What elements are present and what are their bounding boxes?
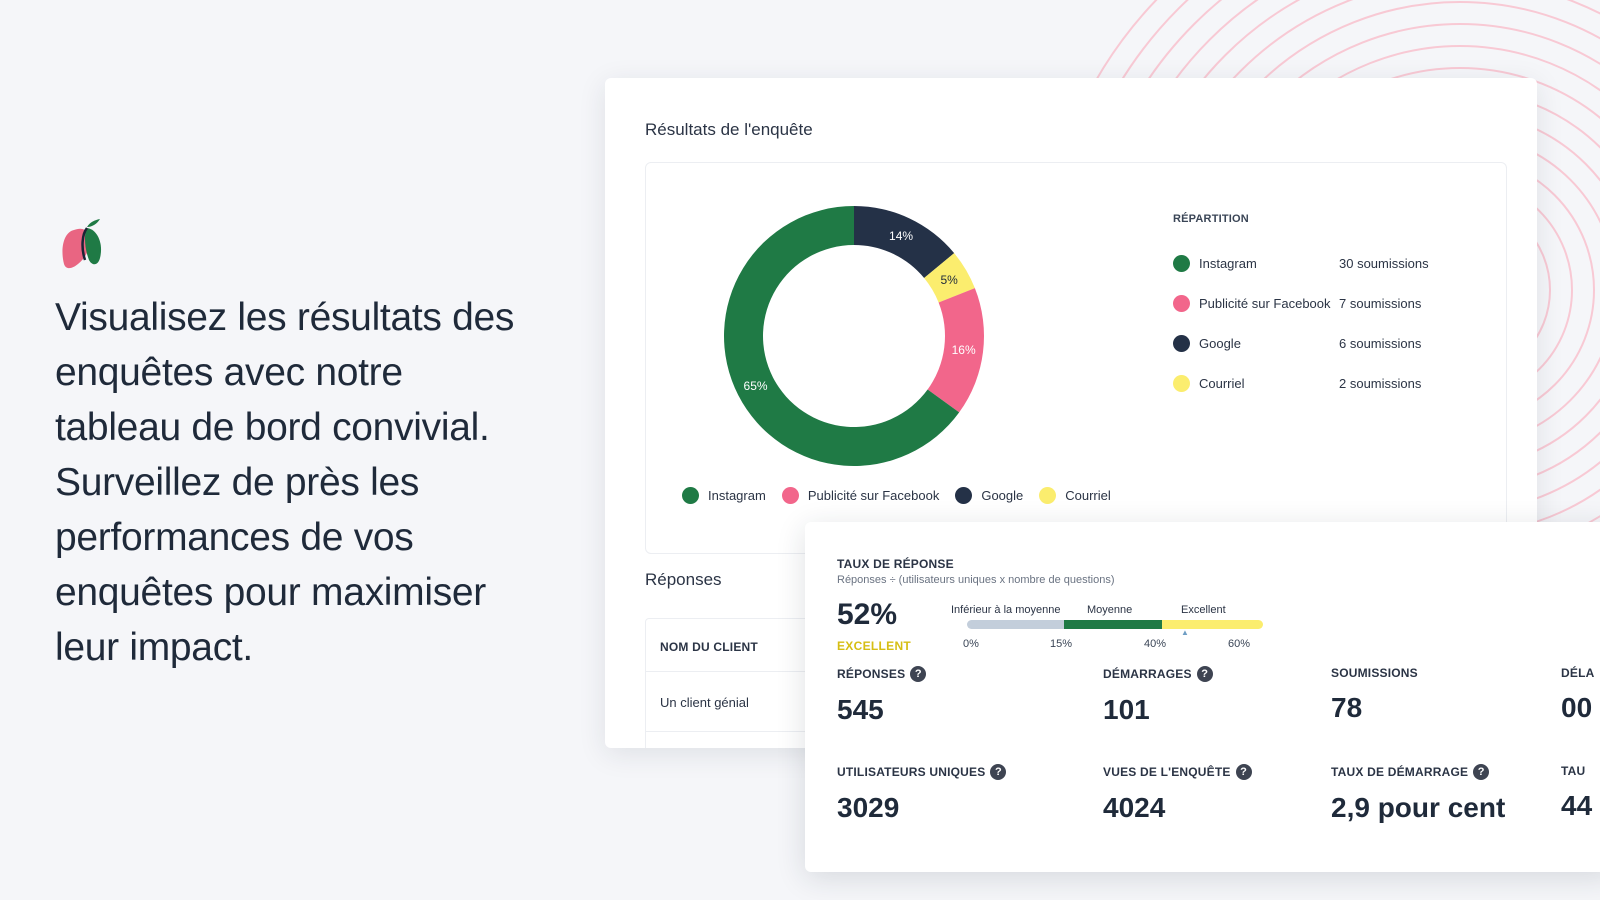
legend-label: Google [981, 488, 1024, 503]
scale-label-below: Inférieur à la moyenne [951, 604, 1061, 616]
legend-item-facebook[interactable]: Publicité sur Facebook [781, 487, 940, 504]
stat-responses: RÉPONSES? 545 [837, 666, 927, 726]
stat-label: VUES DE L'ENQUÊTE [1103, 765, 1231, 779]
chart-legend: Instagram Publicité sur Facebook Google … [682, 487, 1127, 504]
stat-label: TAU [1561, 764, 1586, 778]
scale-label-excellent: Excellent [1181, 604, 1226, 616]
stat-label: SOUMISSIONS [1331, 666, 1418, 680]
scale-segment-average [1064, 620, 1163, 629]
breakdown-count: 2 soumissions [1339, 375, 1422, 391]
legend-label: Courriel [1065, 488, 1111, 503]
breakdown-dot [1173, 294, 1190, 312]
breakdown-dot [1173, 374, 1190, 392]
stat-value: 00 [1561, 692, 1593, 723]
legend-dot [781, 487, 799, 504]
legend-label: Publicité sur Facebook [807, 488, 940, 503]
stat-unique-users: UTILISATEURS UNIQUES? 3029 [837, 764, 1007, 824]
help-icon[interactable]: ? [1473, 764, 1490, 780]
breakdown-title: RÉPARTITION [1173, 213, 1249, 225]
breakdown-dot [1173, 254, 1190, 272]
help-icon[interactable]: ? [1235, 764, 1252, 780]
slice-percent-label: 65% [744, 379, 768, 393]
breakdown-item-google: Google 6 soumissions [1173, 323, 1429, 363]
slice-percent-label: 5% [940, 273, 958, 287]
stat-value: 101 [1103, 694, 1150, 725]
stat-label: TAUX DE DÉMARRAGE [1331, 765, 1469, 779]
legend-dot [682, 487, 699, 504]
stat-submissions: SOUMISSIONS 78 [1331, 666, 1418, 724]
metrics-card: TAUX DE RÉPONSE Réponses ÷ (utilisateurs… [805, 522, 1600, 872]
help-icon[interactable]: ? [1196, 666, 1213, 682]
breakdown-item-instagram: Instagram 30 soumissions [1173, 243, 1429, 283]
scale-label-average: Moyenne [1087, 604, 1133, 616]
breakdown-name: Google [1199, 335, 1241, 351]
slice-percent-label: 16% [952, 343, 976, 357]
response-rate-scale-bar [967, 620, 1263, 629]
stat-value: 44 [1561, 790, 1593, 821]
stat-value: 4024 [1103, 792, 1166, 823]
legend-label: Instagram [708, 488, 766, 503]
legend-item-courriel[interactable]: Courriel [1039, 487, 1111, 504]
stat-delay: DÉLA 00 [1561, 666, 1594, 724]
stat-value: 2,9 pour cent [1331, 792, 1506, 823]
legend-dot [955, 487, 973, 504]
stat-starts: DÉMARRAGES? 101 [1103, 666, 1213, 726]
stat-start-rate: TAUX DE DÉMARRAGE? 2,9 pour cent [1331, 764, 1505, 824]
legend-dot [1039, 487, 1057, 504]
headline: Visualisez les résultats des enquêtes av… [55, 296, 515, 669]
breakdown-dot [1173, 334, 1190, 352]
scale-tick: 60% [1228, 638, 1251, 650]
stat-rate-cut: TAU 44 [1561, 764, 1592, 822]
stat-label: DÉLA [1561, 666, 1595, 680]
help-icon[interactable]: ? [990, 764, 1007, 780]
survey-results-title: Résultats de l'enquête [645, 120, 813, 139]
response-rate-title: TAUX DE RÉPONSE [837, 557, 954, 571]
survey-results-card: Résultats de l'enquête 14% 5% 16% 65% Insta… [605, 78, 1537, 748]
current-rate-marker-icon: ▲ [1181, 628, 1189, 637]
slice-percent-label: 14% [889, 229, 913, 243]
donut-slice-courriel[interactable] [924, 253, 975, 303]
response-rate-value: 52% [837, 598, 898, 631]
stat-value: 78 [1331, 692, 1363, 723]
stat-label: DÉMARRAGES [1103, 667, 1192, 681]
help-icon[interactable]: ? [910, 666, 927, 682]
breakdown-item-facebook: Publicité sur Facebook 7 soumissions [1173, 283, 1429, 323]
breakdown-count: 30 soumissions [1339, 255, 1429, 271]
stat-value: 3029 [837, 792, 900, 823]
donut-slice-instagram[interactable] [724, 206, 960, 466]
breakdown-count: 7 soumissions [1339, 295, 1422, 311]
legend-item-google[interactable]: Google [955, 487, 1023, 504]
column-header-client-name[interactable]: NOM DU CLIENT [660, 640, 758, 654]
scale-tick: 15% [1050, 638, 1073, 650]
donut-slice-publicit-sur-facebook[interactable] [927, 288, 984, 413]
donut-chart: 14% 5% 16% 65% [724, 206, 984, 466]
scale-segment-excellent [1162, 620, 1263, 629]
breakdown-count: 6 soumissions [1339, 335, 1422, 351]
stat-label: UTILISATEURS UNIQUES [837, 765, 986, 779]
breakdown-name: Instagram [1199, 255, 1257, 271]
table-row[interactable]: Un client génial [660, 695, 749, 710]
breakdown-list: RÉPARTITION Instagram 30 soumissions Pub… [1173, 213, 1429, 403]
response-rate-status: EXCELLENT [837, 639, 912, 653]
breakdown-name: Publicité sur Facebook [1199, 295, 1331, 311]
legend-item-instagram[interactable]: Instagram [682, 487, 766, 504]
scale-segment-below [967, 620, 1065, 629]
brand-logo-icon [62, 219, 102, 269]
chart-panel: 14% 5% 16% 65% Instagram Publicité sur Face… [645, 162, 1507, 554]
response-rate-formula: Réponses ÷ (utilisateurs uniques x nombr… [837, 574, 1115, 586]
donut-slice-google[interactable] [854, 206, 955, 278]
scale-tick: 40% [1144, 638, 1167, 650]
breakdown-name: Courriel [1199, 375, 1245, 391]
scale-tick: 0% [963, 638, 979, 650]
stat-label: RÉPONSES [837, 667, 906, 681]
responses-title: Réponses [645, 570, 722, 589]
stat-value: 545 [837, 694, 884, 725]
stat-survey-views: VUES DE L'ENQUÊTE? 4024 [1103, 764, 1252, 824]
breakdown-item-courriel: Courriel 2 soumissions [1173, 363, 1429, 403]
